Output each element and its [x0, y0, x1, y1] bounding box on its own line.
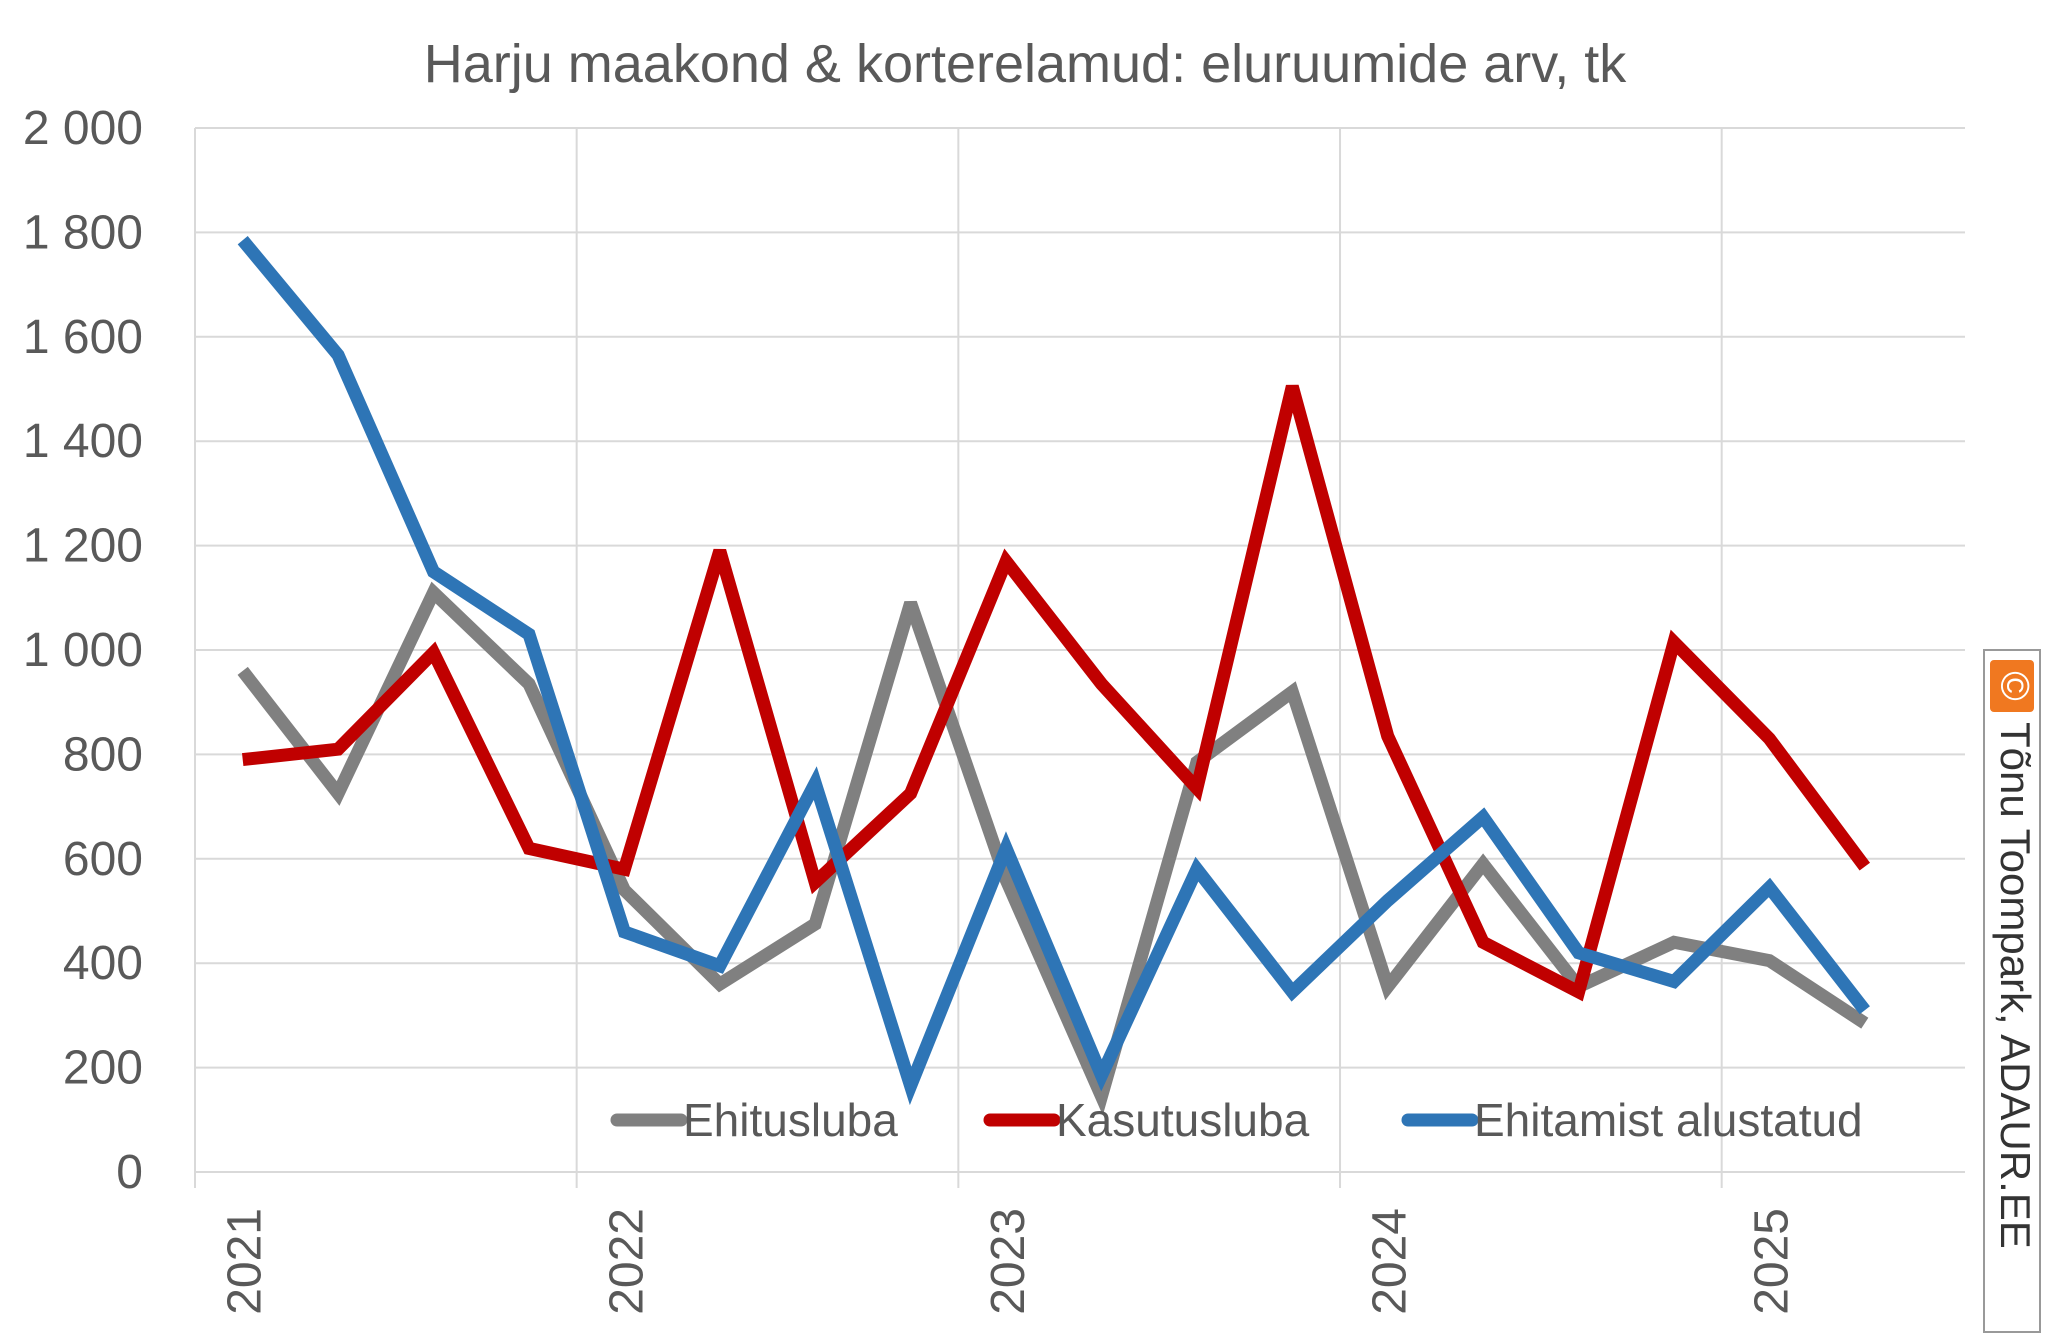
- x-tick-label: 2024: [1364, 1208, 1417, 1315]
- y-tick-label: 0: [116, 1146, 143, 1199]
- credit-text: Tõnu Toompark, ADAUR.EE: [1992, 722, 2039, 1249]
- y-tick-label: 1 000: [23, 624, 143, 677]
- y-tick-label: 400: [63, 937, 143, 990]
- copyright-icon: ©: [1992, 671, 2036, 700]
- series-line-ehitusluba: [237, 581, 1869, 1116]
- y-tick-label: 1 600: [23, 311, 143, 364]
- chart-title: Harju maakond & korterelamud: eluruumide…: [424, 34, 1628, 94]
- series-line-ehitamist-alustatud: [237, 236, 1870, 1106]
- y-tick-label: 600: [63, 833, 143, 886]
- x-tick-label: 2025: [1745, 1208, 1798, 1315]
- y-tick-label: 1 800: [23, 206, 143, 259]
- x-tick-label: 2022: [600, 1208, 653, 1315]
- y-tick-label: 200: [63, 1042, 143, 1095]
- gridlines: [194, 127, 1965, 1188]
- series-line-kasutusluba: [241, 384, 1871, 1002]
- x-tick-label: 2021: [219, 1208, 272, 1315]
- credit-box: [1983, 649, 2041, 1333]
- series-lines: [237, 236, 1871, 1116]
- x-tick-label: 2023: [982, 1208, 1035, 1315]
- legend-label: Ehitusluba: [683, 1094, 898, 1146]
- y-tick-label: 2 000: [23, 102, 143, 155]
- y-tick-label: 1 200: [23, 520, 143, 573]
- y-tick-label: 800: [63, 728, 143, 781]
- y-tick-label: 1 400: [23, 415, 143, 468]
- y-axis-ticks: 0 200 400 600 800 1 000 1 200 1 400 1 600 1 800 2 …: [23, 102, 143, 1199]
- x-axis-ticks: 2021 2022 2023 2024 2025: [219, 1208, 1799, 1315]
- legend: Ehitusluba Kasutusluba Ehitamist alustatud: [610, 1094, 1863, 1146]
- legend-label: Kasutusluba: [1056, 1094, 1310, 1146]
- credit-watermark: © Tõnu Toompark, ADAUR.EE: [1983, 649, 2041, 1333]
- legend-label: Ehitamist alustatud: [1474, 1094, 1863, 1146]
- copyright-icon-bg: [1990, 660, 2034, 712]
